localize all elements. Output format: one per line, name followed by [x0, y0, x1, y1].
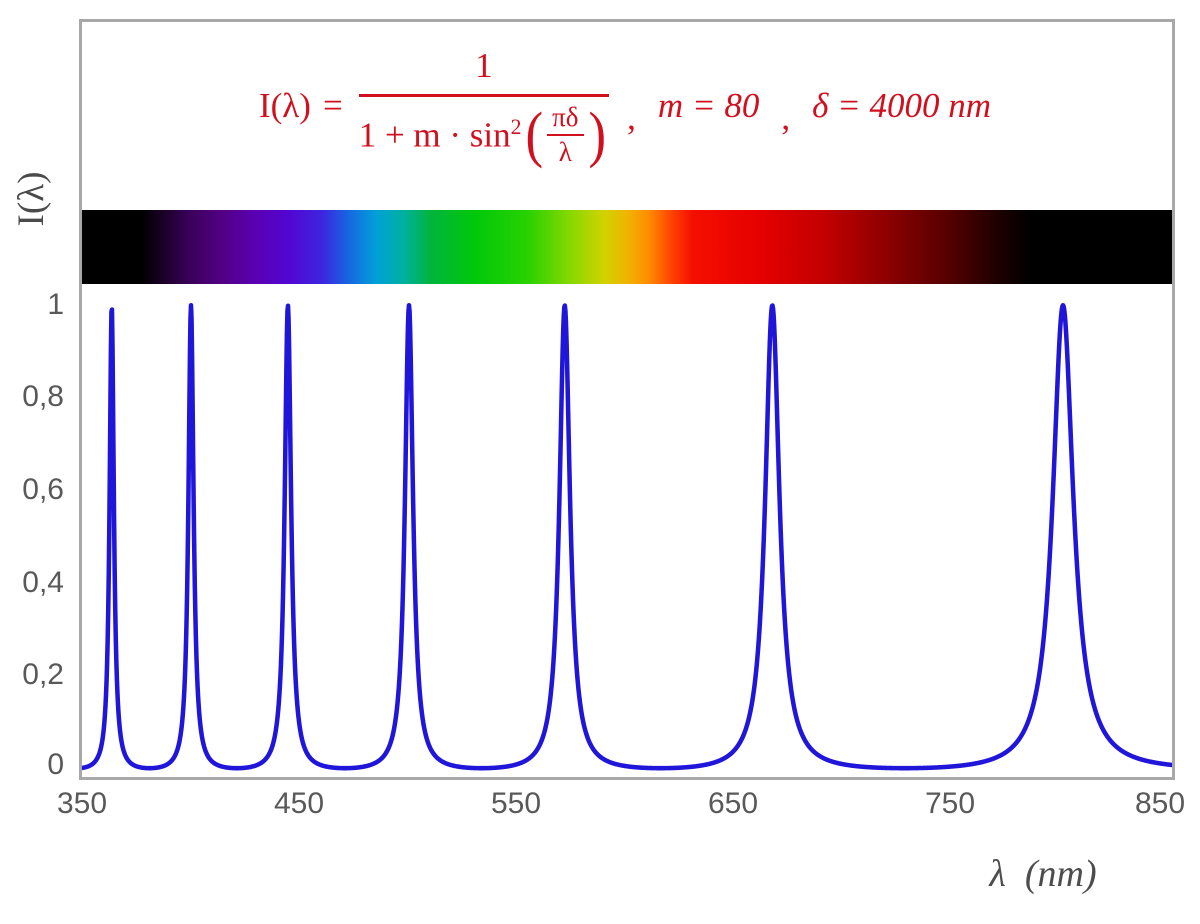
equals-sign: =	[322, 86, 343, 125]
main-fraction: 1 1 + m · sin2 ( πδ λ )	[358, 46, 610, 166]
y-axis-title: I(λ)	[11, 171, 52, 227]
close-paren: )	[588, 100, 606, 169]
param-m: m = 80	[657, 86, 760, 125]
inner-denominator: λ	[558, 137, 572, 168]
intensity-curve-svg	[82, 302, 1172, 771]
sin-superscript: 2	[510, 114, 522, 139]
comma-separator: ,	[781, 98, 791, 137]
intensity-curve-path	[82, 302, 1172, 771]
visible-spectrum-bar	[82, 210, 1172, 284]
inner-numerator: πδ	[547, 104, 584, 137]
y-tick-label: 0,8	[22, 380, 64, 413]
denominator-text: 1 + m · sin2	[359, 115, 522, 156]
fraction-denominator: 1 + m · sin2 ( πδ λ )	[359, 97, 609, 166]
y-tick-label: 0	[47, 748, 64, 781]
fraction-numerator: 1	[358, 46, 610, 98]
y-tick-label: 0,6	[22, 473, 64, 506]
inner-fraction: πδ λ	[547, 104, 584, 168]
param-delta: δ = 4000 nm	[812, 86, 991, 125]
x-tick-label: 850	[1134, 787, 1186, 820]
y-tick-label: 0,2	[22, 658, 64, 691]
x-axis-title: λ (nm)	[989, 853, 1097, 895]
y-tick-label: 1	[47, 288, 64, 321]
plot-frame: I(λ) = 1 1 + m · sin2 ( πδ λ ) , m = 80 …	[79, 19, 1175, 780]
x-tick-label: 650	[707, 787, 759, 820]
x-tick-label: 450	[273, 787, 325, 820]
comma-separator: ,	[627, 98, 636, 137]
x-tick-label: 350	[56, 787, 108, 820]
y-tick-label: 0,4	[22, 566, 64, 599]
x-tick-label: 550	[490, 787, 542, 820]
formula: I(λ) = 1 1 + m · sin2 ( πδ λ ) , m = 80 …	[82, 46, 1172, 166]
x-tick-label: 750	[924, 787, 976, 820]
formula-lhs: I(λ)	[259, 86, 311, 125]
denominator-prefix: 1 + m · sin	[358, 115, 511, 155]
open-paren: (	[525, 100, 543, 169]
